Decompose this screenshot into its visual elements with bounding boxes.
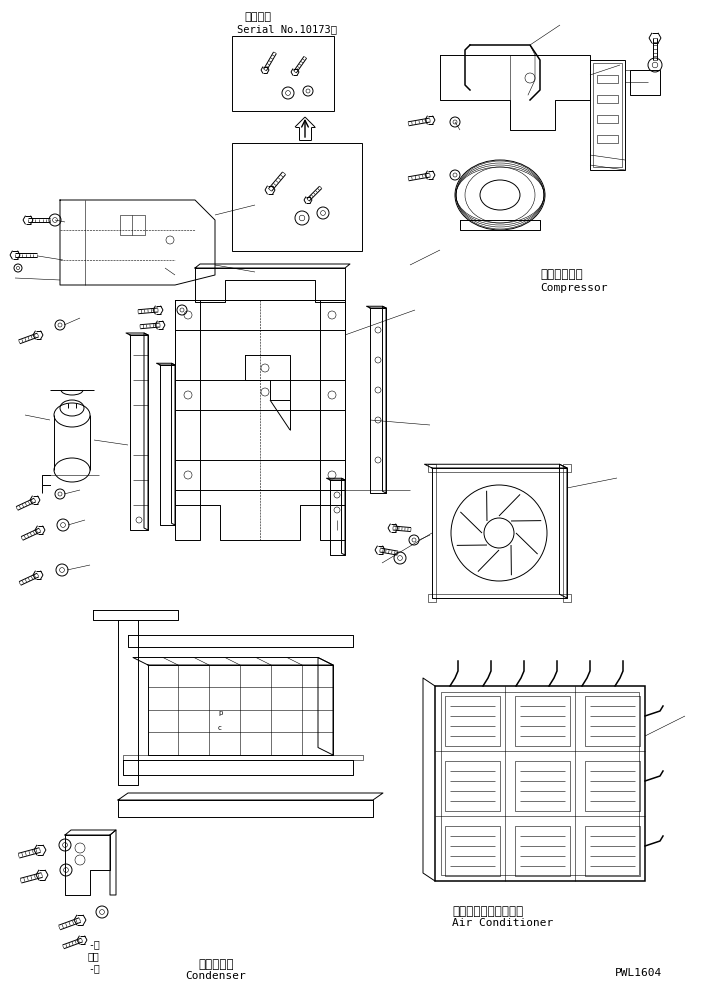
Bar [593,63,622,167]
Text: 適用号機: 適用号機 [244,12,271,22]
Bar [597,75,618,83]
Text: p: p [218,710,222,716]
Bar [232,143,362,251]
Text: Air Conditioner: Air Conditioner [452,918,553,928]
Bar [630,70,660,95]
Bar [120,215,145,235]
Bar [435,686,645,881]
Bar [232,36,334,111]
Text: ・・: ・・ [88,951,100,961]
Text: -・: -・ [88,963,100,973]
Text: Compressor: Compressor [540,283,608,293]
Bar [515,761,570,811]
Bar [515,696,570,746]
Bar [585,696,640,746]
Text: -・: -・ [88,939,100,949]
Bar [590,60,625,170]
Text: c: c [218,725,222,731]
Text: Condenser: Condenser [186,971,246,981]
Bar [441,692,639,875]
Bar [563,594,571,602]
Bar [428,464,436,472]
Bar [597,135,618,143]
Bar [515,826,570,876]
Bar [597,95,618,103]
Bar [445,826,500,876]
Bar [597,115,618,123]
Text: Serial No.10173～: Serial No.10173～ [237,24,337,34]
Bar [585,826,640,876]
Bar [445,696,500,746]
Bar [436,472,563,594]
Bar [428,594,436,602]
Text: エアーコンディショナ: エアーコンディショナ [452,905,523,918]
Bar [585,761,640,811]
Text: コンプレッサ: コンプレッサ [540,268,583,281]
Text: コンデンサ: コンデンサ [199,958,234,971]
Text: PWL1604: PWL1604 [615,968,662,978]
Bar [563,464,571,472]
Bar [445,761,500,811]
